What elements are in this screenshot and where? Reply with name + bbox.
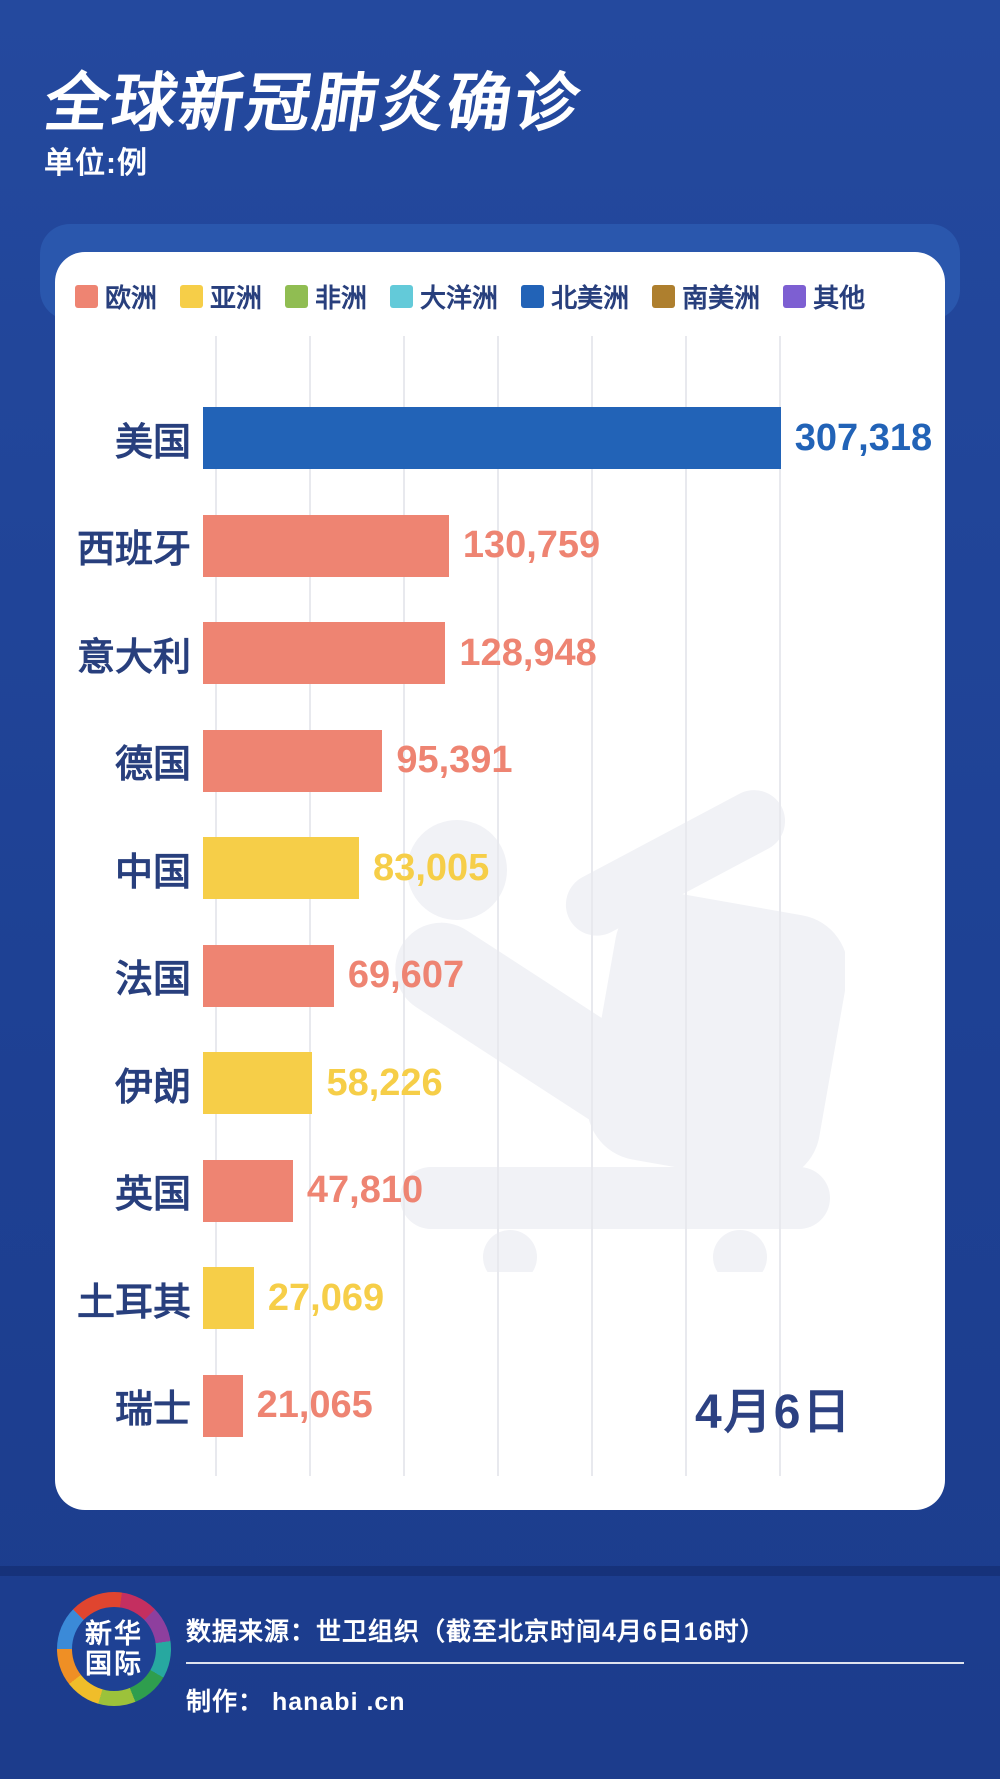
country-label: 中国 bbox=[114, 851, 191, 894]
legend-swatch-oceania bbox=[390, 285, 414, 308]
bar-中国 bbox=[203, 837, 360, 899]
data-source-text: 数据来源：世卫组织（截至北京时间4月6日16时） bbox=[186, 1618, 766, 1646]
bar-瑞士 bbox=[203, 1374, 243, 1437]
country-label: 美国 bbox=[114, 421, 191, 464]
chart-row-意大利: 意大利 128,948 bbox=[55, 599, 945, 707]
gridline-300000 bbox=[779, 336, 781, 1476]
footer-divider-line bbox=[186, 1662, 964, 1664]
xinhua-international-logo: 新华 国际 bbox=[57, 1592, 171, 1706]
legend-item-south_america: 南美洲 bbox=[652, 278, 760, 315]
bar-西班牙 bbox=[203, 514, 449, 577]
legend-label-asia: 亚洲 bbox=[210, 283, 263, 313]
bar-伊朗 bbox=[203, 1052, 313, 1114]
chart-legend: 欧洲 亚洲 非洲 大洋洲 北美洲 南美洲 其他 bbox=[75, 278, 935, 315]
legend-label-africa: 非洲 bbox=[315, 283, 368, 313]
bar-德国 bbox=[203, 729, 383, 792]
logo-text: 新华 国际 bbox=[85, 1619, 143, 1679]
legend-swatch-asia bbox=[180, 285, 204, 308]
logo-inner-circle bbox=[72, 1607, 156, 1691]
bar-英国 bbox=[203, 1159, 293, 1222]
bar-意大利 bbox=[203, 622, 446, 684]
bar-value: 58,226 bbox=[326, 1061, 443, 1104]
legend-item-europe: 欧洲 bbox=[75, 278, 157, 315]
country-label: 瑞士 bbox=[114, 1389, 191, 1431]
chart-row-中国: 中国 83,005 bbox=[55, 814, 945, 922]
bar-法国 bbox=[203, 944, 334, 1007]
chart-row-西班牙: 西班牙 130,759 bbox=[55, 492, 945, 600]
chart-card: 欧洲 亚洲 非洲 大洋洲 北美洲 南美洲 其他 美国 307,318 西班牙 130,759 意大利… bbox=[55, 252, 945, 1510]
legend-item-africa: 非洲 bbox=[285, 278, 367, 315]
legend-swatch-south_america bbox=[652, 285, 676, 308]
chart-gridlines bbox=[215, 336, 875, 1476]
chart-row-德国: 德国 95,391 bbox=[55, 707, 945, 815]
legend-label-north_america: 北美洲 bbox=[551, 283, 630, 313]
chart-row-土耳其: 土耳其 27,069 bbox=[55, 1244, 945, 1352]
bar-value: 95,391 bbox=[396, 739, 513, 781]
legend-label-oceania: 大洋洲 bbox=[420, 283, 499, 313]
hospital-bed-icon bbox=[395, 790, 845, 1272]
legend-label-south_america: 南美洲 bbox=[682, 283, 761, 313]
credit-text: 制作： hanabi .cn bbox=[186, 1688, 406, 1716]
bar-美国 bbox=[203, 407, 781, 469]
chart-row-美国: 美国 307,318 bbox=[55, 384, 945, 492]
logo-text-line2: 国际 bbox=[85, 1649, 143, 1679]
chart-date-label: 4月6日 bbox=[695, 1386, 853, 1439]
bar-value: 83,005 bbox=[373, 846, 490, 889]
bar-value: 69,607 bbox=[347, 954, 465, 996]
chart-row-法国: 法国 69,607 bbox=[55, 922, 945, 1030]
bar-土耳其 bbox=[203, 1267, 254, 1329]
chart-row-英国: 英国 47,810 bbox=[55, 1137, 945, 1245]
gridline-250000 bbox=[685, 336, 687, 1476]
country-label: 伊朗 bbox=[114, 1066, 191, 1109]
country-label: 意大利 bbox=[76, 636, 191, 679]
gridline-200000 bbox=[591, 336, 593, 1476]
bar-value: 128,948 bbox=[459, 631, 597, 674]
legend-swatch-north_america bbox=[521, 285, 545, 308]
chart-row-伊朗: 伊朗 58,226 bbox=[55, 1029, 945, 1137]
bar-value: 21,065 bbox=[256, 1384, 373, 1426]
bar-value: 130,759 bbox=[462, 524, 601, 566]
country-label: 法国 bbox=[114, 959, 191, 1001]
legend-swatch-other bbox=[783, 285, 807, 308]
country-label: 土耳其 bbox=[76, 1281, 191, 1324]
gridline-0 bbox=[215, 336, 217, 1476]
country-label: 英国 bbox=[114, 1174, 191, 1216]
country-label: 西班牙 bbox=[76, 529, 191, 571]
gridline-50000 bbox=[309, 336, 311, 1476]
legend-item-other: 其他 bbox=[783, 278, 865, 315]
legend-label-other: 其他 bbox=[813, 283, 866, 313]
hospital-bed-watermark bbox=[395, 790, 845, 1272]
bar-value: 27,069 bbox=[267, 1276, 385, 1319]
gridline-100000 bbox=[403, 336, 405, 1476]
bar-value: 47,810 bbox=[306, 1169, 424, 1211]
gridline-150000 bbox=[497, 336, 499, 1476]
chart-row-瑞士: 瑞士 21,065 bbox=[55, 1352, 945, 1460]
logo-text-line1: 新华 bbox=[85, 1619, 143, 1649]
bar-value: 307,318 bbox=[794, 416, 933, 459]
legend-item-asia: 亚洲 bbox=[180, 278, 262, 315]
legend-swatch-europe bbox=[75, 285, 98, 308]
legend-swatch-africa bbox=[285, 285, 309, 308]
country-label: 德国 bbox=[114, 744, 191, 786]
unit-label: 单位:例 bbox=[44, 147, 148, 180]
legend-item-oceania: 大洋洲 bbox=[390, 278, 498, 315]
footer-divider-band bbox=[0, 1566, 1000, 1576]
legend-item-north_america: 北美洲 bbox=[521, 278, 629, 315]
page-title: 全球新冠肺炎确诊 bbox=[40, 67, 587, 139]
legend-label-europe: 欧洲 bbox=[105, 283, 158, 313]
